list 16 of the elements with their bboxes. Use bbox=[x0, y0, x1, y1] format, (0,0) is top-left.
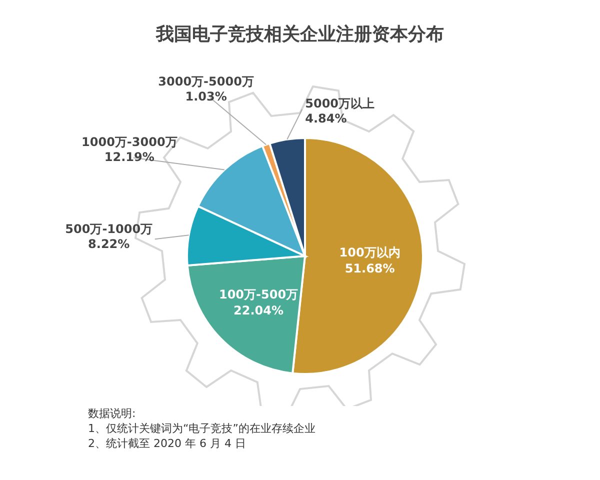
slice-label: 100万-500万 bbox=[218, 287, 298, 302]
data-label: 22.04% bbox=[234, 303, 284, 318]
data-label: 51.68% bbox=[344, 261, 395, 276]
slice-label: 100万以内 bbox=[339, 245, 400, 260]
slice-label: 500万-1000万 bbox=[65, 222, 153, 236]
slice-label: 3000万-5000万 bbox=[158, 74, 254, 89]
slice-label: 1000万-3000万 bbox=[82, 134, 178, 149]
data-label: 8.22% bbox=[88, 237, 130, 252]
data-label: 12.19% bbox=[104, 150, 154, 164]
slice-label: 5000万以上 bbox=[305, 96, 375, 110]
text: 1、仅统计关键词为“电子竞技”的在业存续企业 bbox=[88, 421, 316, 436]
text: 2、统计截至 2020 年 6 月 4 日 bbox=[88, 436, 247, 451]
text: 数据说明: bbox=[88, 406, 137, 421]
chart-title: 我国电子竞技相关企业注册资本分布 bbox=[154, 23, 445, 46]
data-label: 1.03% bbox=[185, 90, 227, 104]
data-label: 4.84% bbox=[305, 111, 347, 126]
